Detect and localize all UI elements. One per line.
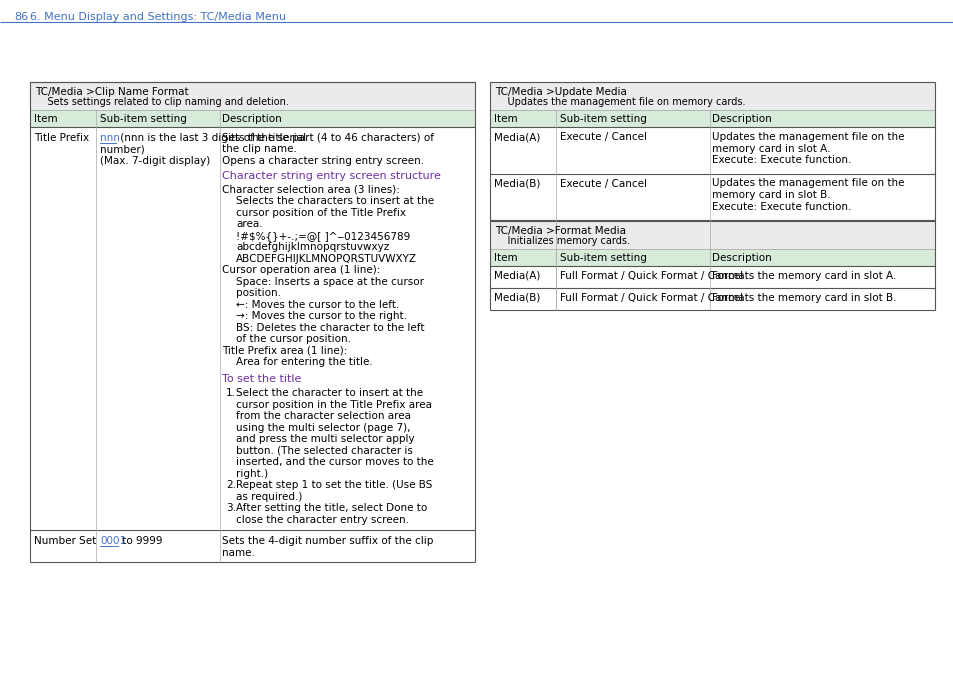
Bar bbox=[490, 249, 934, 266]
Text: Sub-item setting: Sub-item setting bbox=[559, 114, 646, 124]
Text: to 9999: to 9999 bbox=[119, 537, 162, 546]
Text: cursor position in the Title Prefix area: cursor position in the Title Prefix area bbox=[235, 400, 432, 410]
Text: 2.: 2. bbox=[226, 481, 235, 490]
Text: 6. Menu Display and Settings: TC/Media Menu: 6. Menu Display and Settings: TC/Media M… bbox=[30, 12, 286, 22]
Text: ←: Moves the cursor to the left.: ←: Moves the cursor to the left. bbox=[235, 300, 399, 310]
Text: using the multi selector (page 7),: using the multi selector (page 7), bbox=[235, 423, 410, 433]
Text: memory card in slot B.: memory card in slot B. bbox=[711, 190, 830, 200]
Text: ABCDEFGHIJKLMNOPQRSTUVWXYZ: ABCDEFGHIJKLMNOPQRSTUVWXYZ bbox=[235, 254, 416, 264]
Text: position.: position. bbox=[235, 288, 281, 298]
Text: Opens a character string entry screen.: Opens a character string entry screen. bbox=[222, 156, 424, 166]
Text: Execute: Execute function.: Execute: Execute function. bbox=[711, 202, 850, 211]
Text: Area for entering the title.: Area for entering the title. bbox=[235, 357, 373, 367]
Text: To set the title: To set the title bbox=[222, 375, 301, 385]
Text: Media(B): Media(B) bbox=[494, 293, 539, 303]
Bar bbox=[30, 110, 475, 127]
Text: Media(B): Media(B) bbox=[494, 178, 539, 188]
Text: from the character selection area: from the character selection area bbox=[235, 411, 411, 421]
Text: Character string entry screen structure: Character string entry screen structure bbox=[222, 171, 440, 181]
Text: Full Format / Quick Format / Cancel: Full Format / Quick Format / Cancel bbox=[559, 271, 742, 281]
Text: Updates the management file on the: Updates the management file on the bbox=[711, 132, 903, 142]
Text: Title Prefix area (1 line):: Title Prefix area (1 line): bbox=[222, 346, 347, 356]
Text: right.): right.) bbox=[235, 469, 268, 479]
Text: Character selection area (3 lines):: Character selection area (3 lines): bbox=[222, 185, 399, 195]
Text: nnn: nnn bbox=[100, 133, 120, 143]
Text: Full Format / Quick Format / Cancel: Full Format / Quick Format / Cancel bbox=[559, 293, 742, 303]
Text: Title Prefix: Title Prefix bbox=[34, 133, 89, 143]
Text: Sub-item setting: Sub-item setting bbox=[559, 253, 646, 263]
Text: button. (The selected character is: button. (The selected character is bbox=[235, 446, 413, 456]
Text: 3.: 3. bbox=[226, 504, 235, 513]
Text: Repeat step 1 to set the title. (Use BS: Repeat step 1 to set the title. (Use BS bbox=[235, 481, 432, 490]
Text: After setting the title, select Done to: After setting the title, select Done to bbox=[235, 504, 427, 513]
Text: BS: Deletes the character to the left: BS: Deletes the character to the left bbox=[235, 323, 424, 333]
Text: Formats the memory card in slot A.: Formats the memory card in slot A. bbox=[711, 271, 896, 281]
Text: number): number) bbox=[100, 144, 145, 155]
Text: Media(A): Media(A) bbox=[494, 271, 539, 281]
Text: Sets settings related to clip naming and deletion.: Sets settings related to clip naming and… bbox=[35, 97, 289, 107]
Text: Execute / Cancel: Execute / Cancel bbox=[559, 132, 646, 142]
Text: Item: Item bbox=[34, 114, 57, 124]
Text: and press the multi selector apply: and press the multi selector apply bbox=[235, 434, 415, 444]
Text: Sub-item setting: Sub-item setting bbox=[100, 114, 187, 124]
Text: memory card in slot A.: memory card in slot A. bbox=[711, 144, 830, 153]
Text: 1.: 1. bbox=[226, 388, 235, 398]
Text: 0001: 0001 bbox=[100, 537, 126, 546]
Bar bbox=[30, 82, 475, 110]
Text: Item: Item bbox=[494, 114, 517, 124]
Text: !#$%{}+-.;=@[ ]^‒0123456789: !#$%{}+-.;=@[ ]^‒0123456789 bbox=[235, 231, 410, 241]
Bar bbox=[490, 82, 934, 110]
Text: the clip name.: the clip name. bbox=[222, 144, 296, 155]
Text: (nnn is the last 3 digits of the serial: (nnn is the last 3 digits of the serial bbox=[117, 133, 306, 143]
Text: (Max. 7-digit display): (Max. 7-digit display) bbox=[100, 156, 210, 166]
Text: Selects the characters to insert at the: Selects the characters to insert at the bbox=[235, 196, 434, 207]
Text: inserted, and the cursor moves to the: inserted, and the cursor moves to the bbox=[235, 457, 434, 467]
Text: abcdefghijklmnopqrstuvwxyz: abcdefghijklmnopqrstuvwxyz bbox=[235, 242, 389, 252]
Text: Formats the memory card in slot B.: Formats the memory card in slot B. bbox=[711, 293, 896, 303]
Text: Cursor operation area (1 line):: Cursor operation area (1 line): bbox=[222, 265, 380, 275]
Text: of the cursor position.: of the cursor position. bbox=[235, 334, 351, 344]
Text: Execute / Cancel: Execute / Cancel bbox=[559, 178, 646, 188]
Text: Description: Description bbox=[222, 114, 281, 124]
Text: Updates the management file on memory cards.: Updates the management file on memory ca… bbox=[495, 97, 744, 107]
Text: Space: Inserts a space at the cursor: Space: Inserts a space at the cursor bbox=[235, 277, 423, 287]
Text: Sets the 4-digit number suffix of the clip: Sets the 4-digit number suffix of the cl… bbox=[222, 537, 433, 546]
Text: Description: Description bbox=[711, 253, 771, 263]
Text: Updates the management file on the: Updates the management file on the bbox=[711, 178, 903, 188]
Text: Select the character to insert at the: Select the character to insert at the bbox=[235, 388, 423, 398]
Text: Media(A): Media(A) bbox=[494, 132, 539, 142]
Text: Sets the title part (4 to 46 characters) of: Sets the title part (4 to 46 characters)… bbox=[222, 133, 434, 143]
Text: →: Moves the cursor to the right.: →: Moves the cursor to the right. bbox=[235, 311, 407, 321]
Text: TC/Media >Clip Name Format: TC/Media >Clip Name Format bbox=[35, 87, 189, 97]
Bar bbox=[490, 110, 934, 127]
Text: Description: Description bbox=[711, 114, 771, 124]
Text: Item: Item bbox=[494, 253, 517, 263]
Text: TC/Media >Format Media: TC/Media >Format Media bbox=[495, 226, 625, 236]
Text: cursor position of the Title Prefix: cursor position of the Title Prefix bbox=[235, 208, 406, 218]
Text: name.: name. bbox=[222, 548, 254, 558]
Text: Number Set: Number Set bbox=[34, 537, 96, 546]
Text: Initializes memory cards.: Initializes memory cards. bbox=[495, 236, 629, 246]
Bar bbox=[490, 221, 934, 249]
Text: area.: area. bbox=[235, 219, 262, 230]
Text: 86: 86 bbox=[14, 12, 28, 22]
Text: as required.): as required.) bbox=[235, 492, 302, 502]
Text: TC/Media >Update Media: TC/Media >Update Media bbox=[495, 87, 626, 97]
Text: close the character entry screen.: close the character entry screen. bbox=[235, 515, 409, 524]
Text: Execute: Execute function.: Execute: Execute function. bbox=[711, 155, 850, 165]
